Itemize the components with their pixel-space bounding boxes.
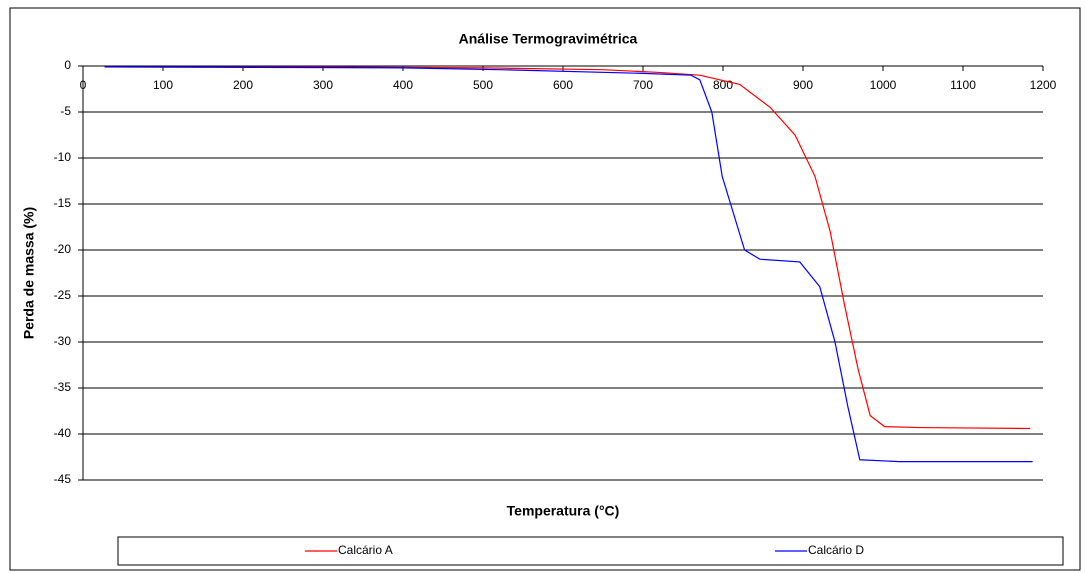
y-tick-label: -10 [54,150,72,164]
chart-title: Análise Termogravimétrica [459,31,638,47]
x-tick-label: 700 [633,78,653,92]
y-tick-label: -40 [54,426,72,440]
x-tick-label: 400 [393,78,413,92]
legend-label: Calcário D [808,543,864,557]
y-tick-label: -25 [54,288,72,302]
x-tick-label: 1000 [870,78,897,92]
chart-frame [9,7,1081,571]
x-tick-label: 900 [793,78,813,92]
y-tick-label: -15 [54,196,72,210]
y-tick-label: -45 [54,472,72,486]
x-tick-label: 0 [80,78,87,92]
x-axis-title: Temperatura (°C) [507,503,620,519]
y-tick-label: -20 [54,242,72,256]
series-line [104,66,1033,463]
series-line [104,66,1031,430]
y-tick-label: 0 [64,58,71,72]
x-tick-label: 1200 [1030,78,1057,92]
legend-label: Calcário A [338,543,393,557]
y-tick-label: -5 [60,104,71,118]
y-tick-label: -35 [54,380,72,394]
x-tick-label: 1100 [950,78,976,92]
x-tick-label: 300 [313,78,333,92]
x-tick-label: 200 [233,78,253,92]
legend [117,536,1064,566]
y-tick-label: -30 [54,334,72,348]
x-tick-label: 500 [473,78,493,92]
x-tick-label: 600 [553,78,573,92]
x-tick-label: 100 [153,78,173,92]
y-axis-title: Perda de massa (%) [21,207,37,339]
